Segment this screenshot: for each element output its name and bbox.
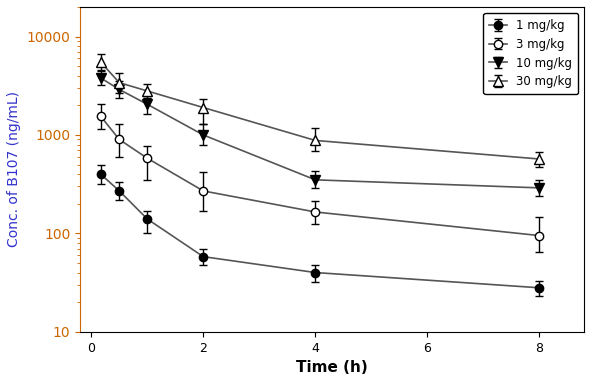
Y-axis label: Conc. of B107 (ng/mL): Conc. of B107 (ng/mL) — [7, 91, 21, 248]
X-axis label: Time (h): Time (h) — [296, 360, 368, 375]
Legend: 1 mg/kg, 3 mg/kg, 10 mg/kg, 30 mg/kg: 1 mg/kg, 3 mg/kg, 10 mg/kg, 30 mg/kg — [483, 13, 578, 94]
